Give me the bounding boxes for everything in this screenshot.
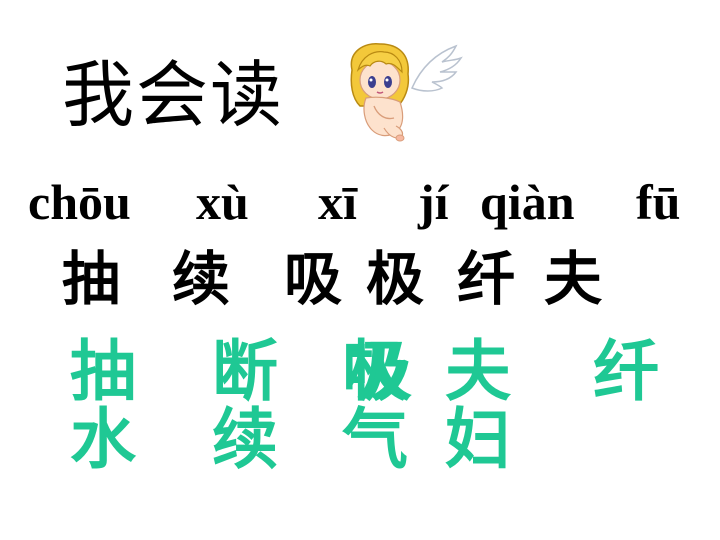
- angel-cherub-icon: [350, 43, 463, 142]
- character-ji: 极: [366, 245, 425, 313]
- page-title: 我会读: [62, 53, 285, 137]
- character-fu: 夫: [544, 245, 603, 313]
- vocab-word-fufu: 夫妇: [434, 336, 511, 472]
- character-xu: 续: [172, 245, 231, 313]
- pinyin-xi: xī: [318, 174, 357, 230]
- pinyin-qian: qiàn: [480, 174, 575, 230]
- vocab-word-qian: 纤: [582, 336, 659, 404]
- pinyin-ji: jí: [418, 174, 449, 230]
- vocab-word-ji: 极: [335, 336, 412, 404]
- pinyin-fu: fū: [636, 174, 681, 230]
- pinyin-chou: chōu: [28, 174, 131, 230]
- pinyin-xu: xù: [196, 174, 249, 230]
- character-qian: 纤: [457, 245, 516, 313]
- vocab-word-duanxu: 断续: [201, 336, 278, 472]
- vocab-word-choushui: 抽水: [59, 336, 136, 472]
- vocab-word-xiqi: 吸气: [331, 336, 408, 472]
- character-xi: 吸: [284, 245, 343, 313]
- character-chou: 抽: [62, 245, 121, 313]
